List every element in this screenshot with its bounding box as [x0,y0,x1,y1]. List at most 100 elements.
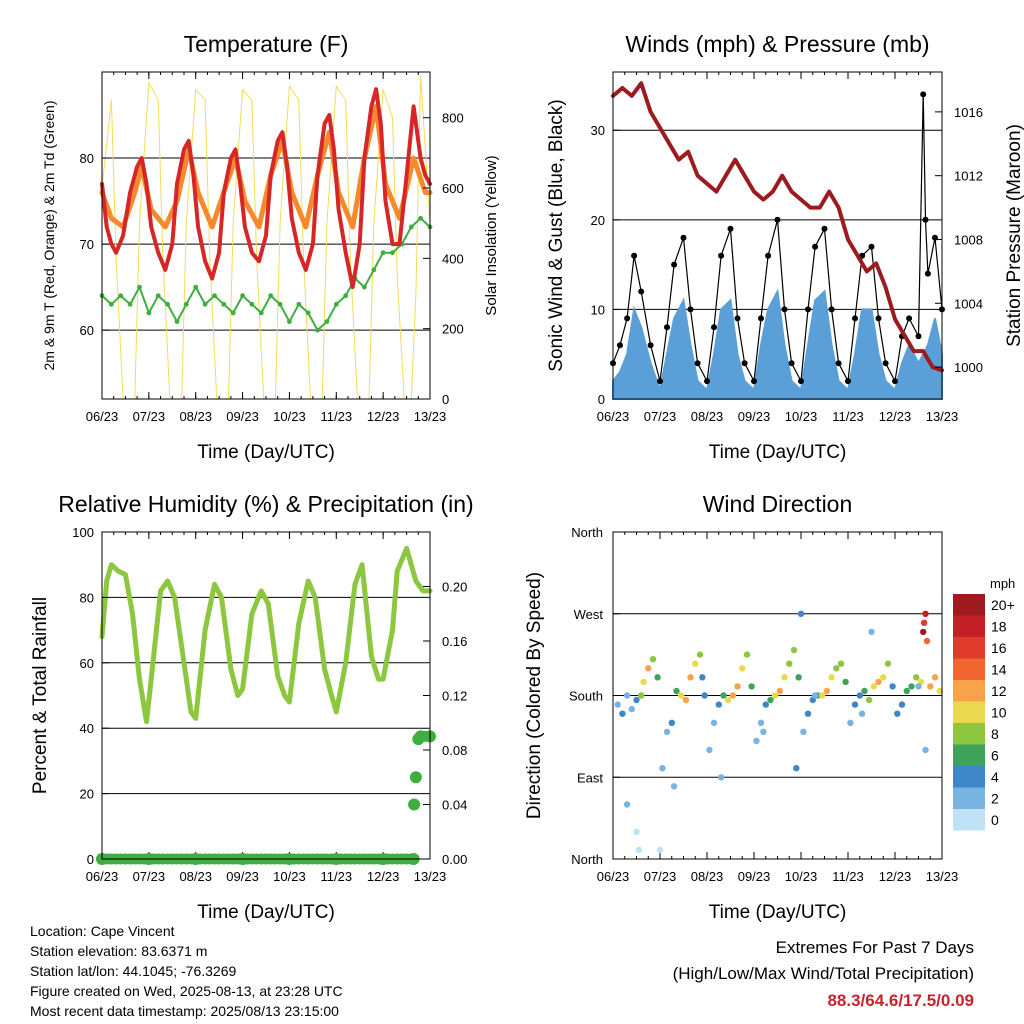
y-tick-label: 80 [80,151,94,166]
direction-point [828,674,835,681]
y-tick-label: 60 [80,323,94,338]
x-tick-label: 13/23 [414,869,447,884]
legend-label: 16 [991,640,1007,656]
direction-point [670,783,678,790]
direction-point [687,674,694,681]
direction-point [795,674,802,681]
direction-point [889,683,896,690]
y2-tick-label: 0.16 [442,634,467,649]
direction-point [760,728,767,735]
direction-point [699,674,706,681]
direction-point [715,701,722,708]
x-tick-label: 11/23 [320,409,352,424]
panel-title: Winds (mph) & Pressure (mb) [625,31,929,57]
y-tick-label: 60 [80,656,94,671]
x-tick-label: 07/23 [133,869,166,884]
x-tick-label: 10/23 [785,409,818,424]
x-tick-label: 06/23 [86,869,119,884]
x-tick-label: 07/23 [133,409,166,424]
direction-point [861,687,868,695]
relative-humidity-line [99,545,433,725]
y-tick-label: 40 [80,721,94,736]
direction-point [884,660,892,667]
precip-point [408,798,421,811]
y2-tick-label: 0.08 [442,743,467,758]
extremes-block: Extremes For Past 7 Days (High/Low/Max W… [673,935,974,1015]
legend-swatch [953,809,985,831]
direction-point [790,646,798,654]
y2-tick-label: 1008 [954,232,983,247]
legend-label: 12 [991,683,1007,699]
x-tick-label: 12/23 [879,869,912,884]
direction-point [677,692,685,699]
direction-point [920,619,928,626]
direction-point [856,692,863,699]
legend-swatch [953,723,985,745]
x-tick-label: 08/23 [691,409,724,424]
y2-tick-label: 1012 [954,169,983,184]
y2-tick-label: 400 [442,251,464,266]
panel-title: Temperature (F) [184,31,349,57]
direction-point [753,737,760,745]
legend-label: 2 [991,791,999,807]
x-tick-label: 09/23 [226,869,259,884]
x-axis-label: Time (Day/UTC) [709,902,847,923]
plot-frame [101,71,431,400]
direction-point [913,674,920,681]
legend-label: 6 [991,748,999,764]
direction-point [654,674,661,681]
y-tick-label: North [571,852,603,867]
y2-tick-label: 0.04 [442,798,467,813]
legend-label: 0 [991,812,999,828]
y-tick-label: West [574,607,604,622]
y2-tick-label: 200 [442,322,464,337]
direction-point [797,610,805,617]
direction-point [800,728,807,735]
temp-2m-line [100,87,432,290]
direction-point [922,746,929,754]
y2-tick-label: 0.12 [442,689,467,704]
y2-tick-label: 0 [442,392,449,407]
direction-point [635,846,643,854]
y2-tick-label: 600 [442,181,464,196]
x-tick-label: 13/23 [926,869,959,884]
legend-swatch [953,744,985,766]
y-axis-label: Direction (Colored By Speed) [524,572,545,819]
direction-point [633,696,640,704]
direction-point [638,692,645,699]
legend-label: 20+ [991,597,1015,613]
direction-point [656,846,664,854]
direction-point [757,719,765,726]
x-axis-label: Time (Day/UTC) [709,442,847,463]
direction-point [696,651,704,658]
direction-point [767,696,774,704]
direction-point [614,701,621,708]
direction-point [903,687,910,695]
direction-point [865,696,873,704]
y-tick-label: South [569,689,603,704]
direction-point [739,665,746,672]
y2-tick-label: 1016 [954,105,983,120]
direction-point [823,687,831,695]
y2-tick-label: 1004 [954,296,983,311]
station-latlon: Station lat/lon: 44.1045; -76.3269 [30,963,237,979]
y-tick-label: 100 [72,525,94,540]
direction-point [706,746,713,754]
y-tick-label: 20 [591,213,605,228]
direction-point [908,683,915,690]
x-axis-label: Time (Day/UTC) [197,442,335,463]
direction-point [619,710,626,717]
direction-point [717,774,725,781]
y2-tick-label: 1000 [954,360,983,375]
direction-point [880,674,887,681]
legend-swatch [953,594,985,616]
direction-point [804,710,812,717]
legend-label: 4 [991,769,999,785]
direction-point [786,660,793,667]
direction-point [734,683,741,690]
y-tick-label: North [571,525,603,540]
direction-point [645,665,652,672]
direction-point [842,678,849,686]
y-axis-label: Sonic Wind & Gust (Blue, Black) [546,99,567,371]
